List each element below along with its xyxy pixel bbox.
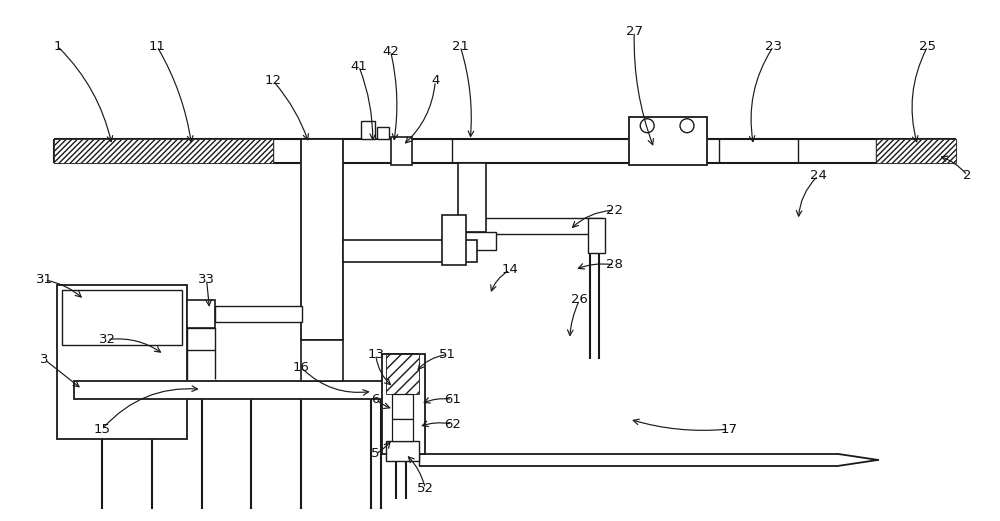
Text: 51: 51 [439,348,456,361]
Bar [386,441,419,461]
Bar [377,127,389,139]
Text: 14: 14 [502,264,518,277]
Text: 61: 61 [444,393,461,406]
Bar [448,218,602,234]
Bar [876,139,956,163]
Bar [442,215,466,265]
Text: 26: 26 [571,293,588,306]
Bar [62,290,182,344]
Text: 1: 1 [53,40,62,53]
Text: 24: 24 [810,169,827,182]
Bar [74,381,415,399]
Text: 52: 52 [417,482,434,495]
Bar [187,328,215,350]
Bar [301,340,343,381]
Bar [57,285,187,439]
Text: 32: 32 [99,333,116,346]
Text: 21: 21 [452,40,469,53]
Bar [301,139,343,340]
Text: 15: 15 [94,423,111,436]
Bar [215,306,302,321]
Text: 6: 6 [371,393,380,406]
Bar [392,419,413,441]
Text: 4: 4 [431,75,440,88]
Text: 23: 23 [765,40,782,53]
Text: 25: 25 [919,40,936,53]
Bar [343,240,477,262]
Text: 3: 3 [40,353,49,366]
Bar [588,218,605,253]
Bar [391,137,412,165]
Text: 42: 42 [382,45,399,58]
Bar [629,117,707,165]
Text: 22: 22 [606,204,623,217]
Bar [386,354,419,394]
Text: 5: 5 [371,448,380,461]
Bar [54,139,273,163]
Text: 62: 62 [444,418,461,431]
Bar [448,232,496,250]
Bar [392,394,413,419]
Bar [458,163,486,232]
Bar [382,354,425,454]
Text: 2: 2 [963,169,972,182]
Text: 27: 27 [626,24,643,38]
Text: 41: 41 [350,59,367,72]
Text: 16: 16 [293,361,310,374]
Text: 17: 17 [720,423,737,436]
Text: 13: 13 [367,348,384,361]
Text: 33: 33 [198,274,215,287]
Bar [187,300,215,328]
Text: 12: 12 [265,75,282,88]
Text: 11: 11 [148,40,165,53]
Text: 28: 28 [606,258,623,271]
Text: 31: 31 [36,274,53,287]
Bar [361,121,375,139]
